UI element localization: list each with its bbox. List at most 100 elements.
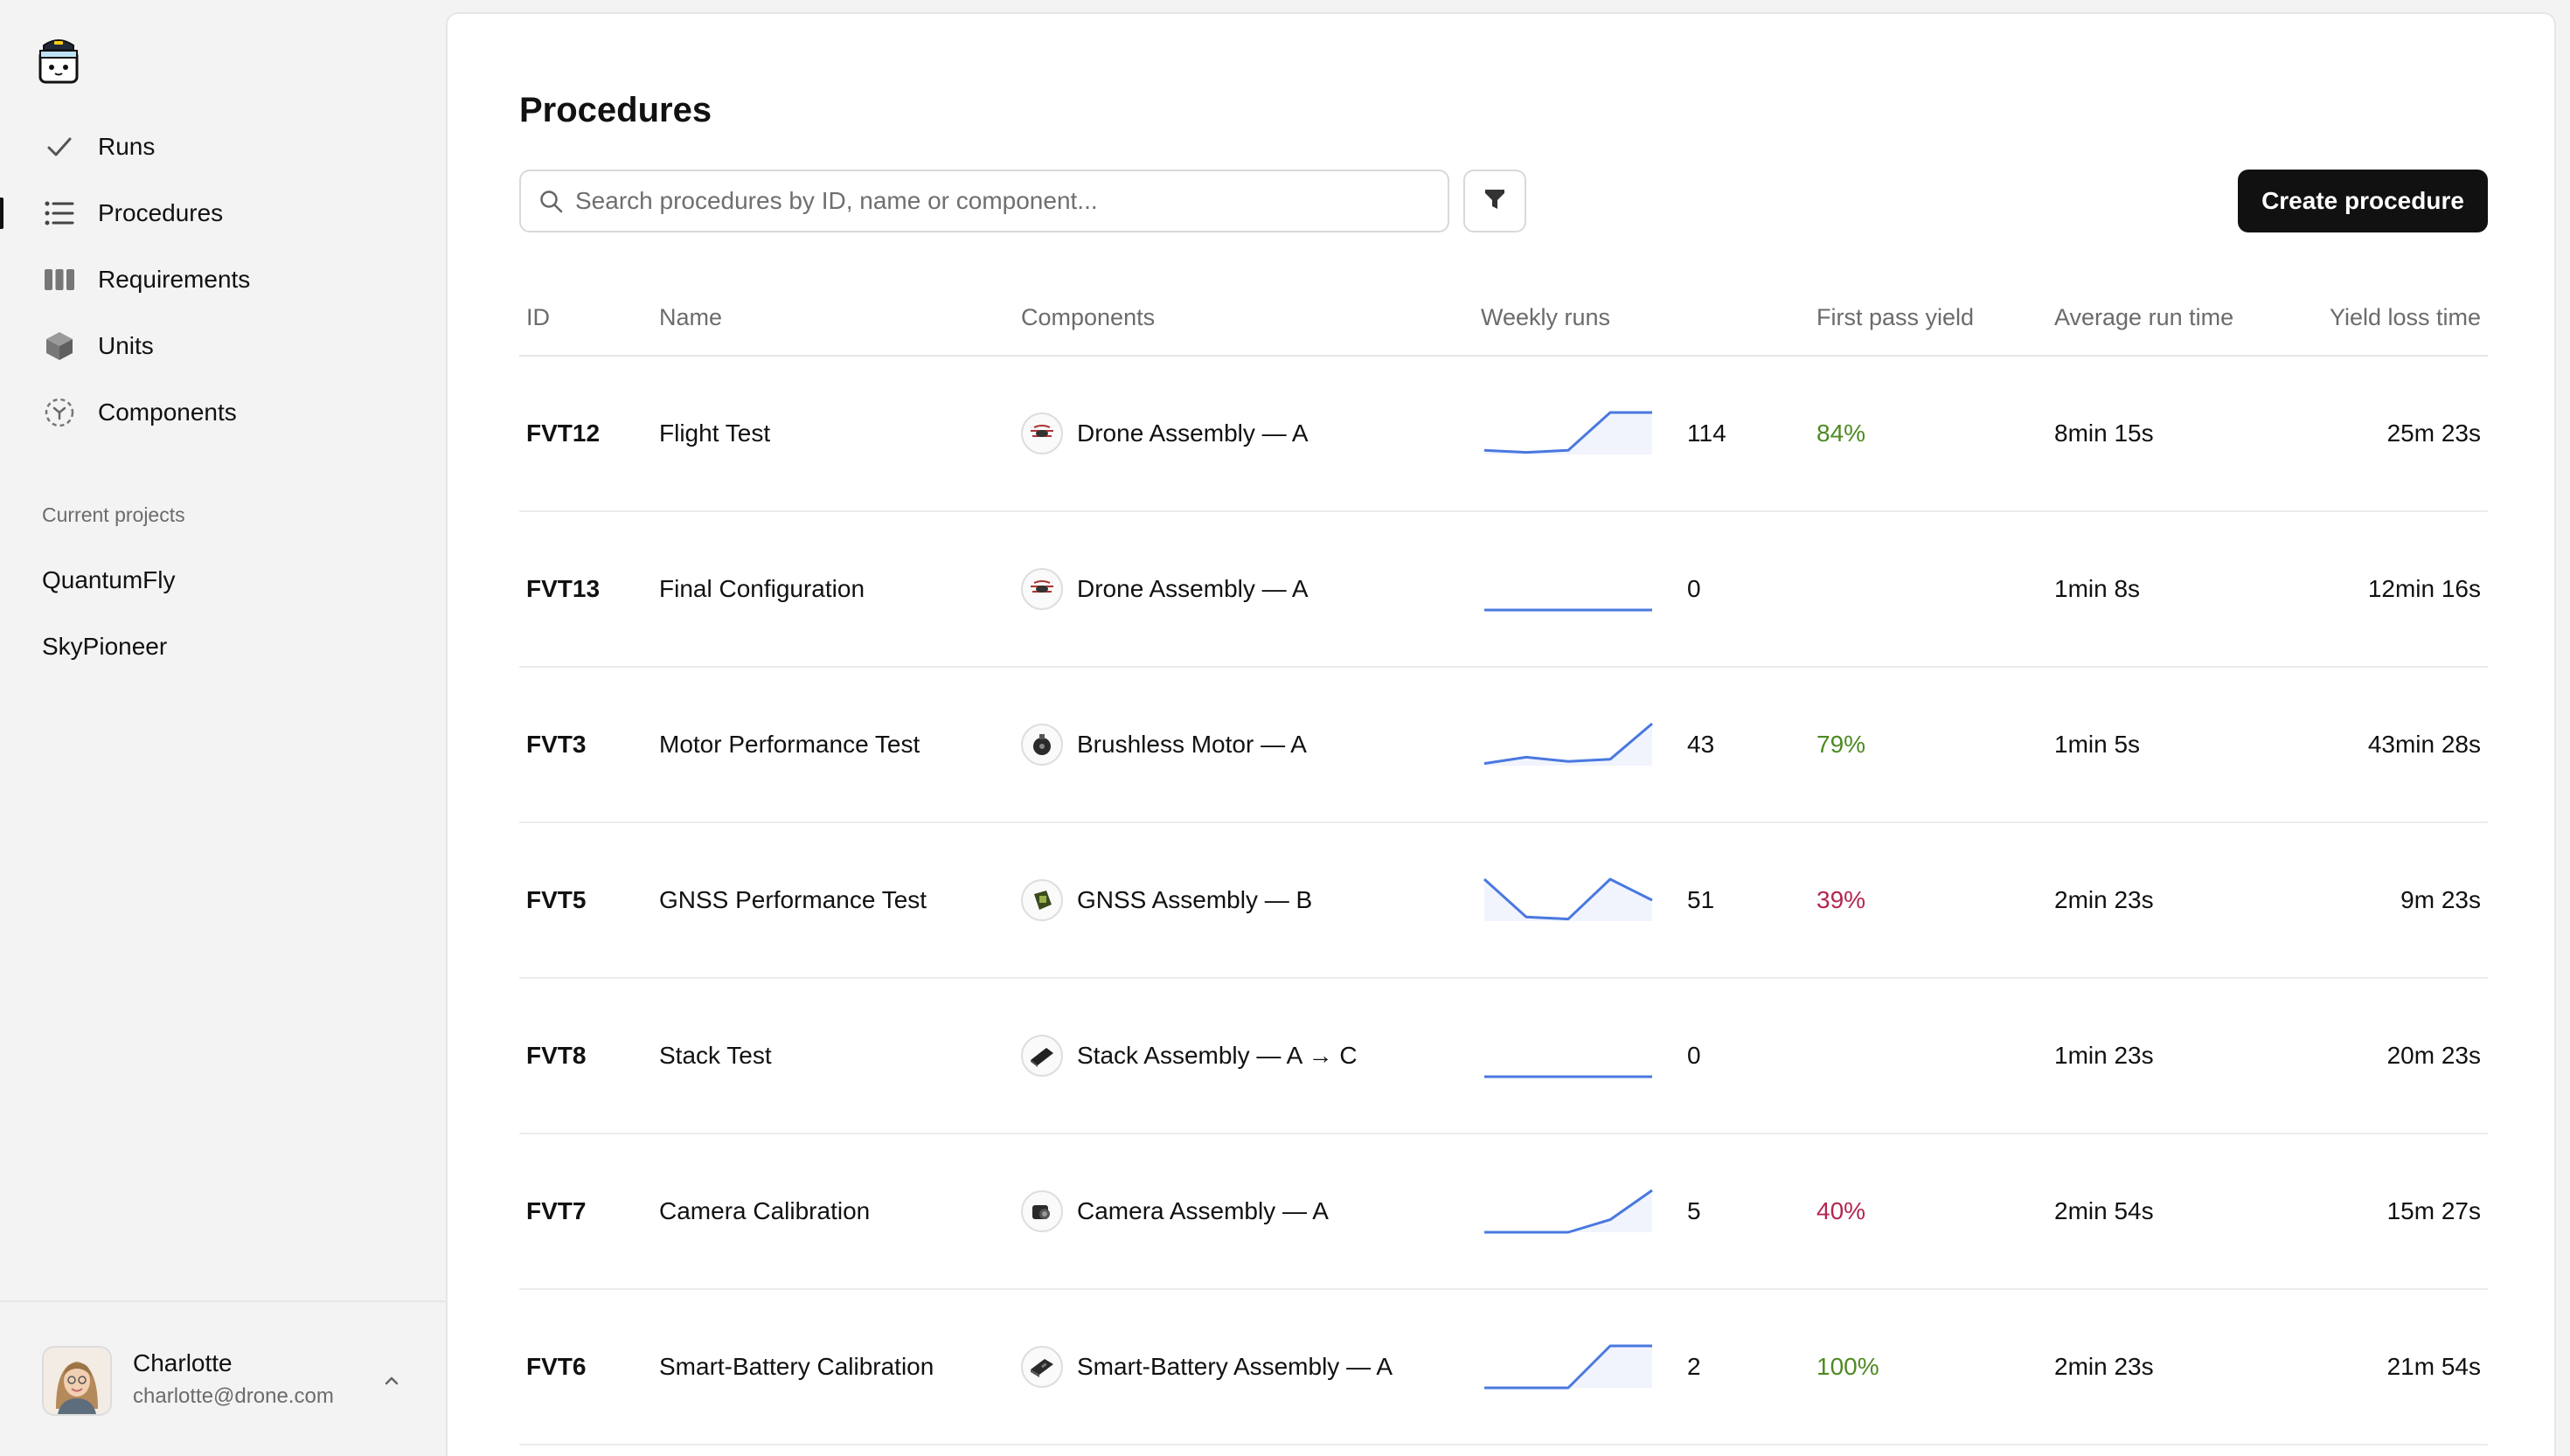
project-item-skypioneer[interactable]: SkyPioneer: [42, 633, 168, 660]
yield-loss-time: 20m 23s: [2386, 1042, 2481, 1069]
procedure-name: Motor Performance Test: [659, 731, 920, 758]
cube-icon: [42, 329, 77, 364]
nav-item-procedures[interactable]: Procedures: [0, 180, 446, 246]
column-header-weekly-runs[interactable]: Weekly runs: [1481, 304, 1611, 330]
search-input[interactable]: [575, 171, 1432, 231]
weekly-runs-count: 0: [1687, 1042, 1701, 1069]
nav-item-requirements[interactable]: Requirements: [0, 246, 446, 313]
component-icon: [42, 395, 77, 430]
procedure-name: Camera Calibration: [659, 1197, 871, 1224]
user-email: charlotte@drone.com: [133, 1384, 334, 1408]
camera-icon: [1021, 1190, 1063, 1232]
component-cell[interactable]: Smart-Battery Assembly — A: [1021, 1290, 1393, 1444]
sparkline-line: [1483, 411, 1652, 454]
procedure-id: FVT13: [526, 575, 601, 602]
sparkline-area: [1484, 1190, 1652, 1232]
component-name: Drone Assembly — A: [1077, 419, 1309, 447]
weekly-runs-sparkline: [1481, 357, 1656, 510]
list-icon: [42, 196, 77, 231]
yield-loss-time: 9m 23s: [2400, 886, 2481, 913]
nav-item-units[interactable]: Units: [0, 313, 446, 379]
table-header: ID Name Components Weekly runs First pas…: [519, 287, 2488, 357]
yield-loss-time: 21m 54s: [2386, 1353, 2481, 1380]
sparkline-area: [1484, 879, 1652, 921]
weekly-runs-sparkline: [1481, 1134, 1656, 1288]
robot-logo-icon[interactable]: [35, 33, 82, 86]
first-pass-yield: 39%: [1816, 886, 1866, 913]
table-row[interactable]: FVT13 Final Configuration Drone Assembly…: [519, 512, 2488, 668]
average-run-time: 2min 54s: [2054, 1197, 2154, 1224]
component-cell[interactable]: GNSS Assembly — B: [1021, 823, 1312, 977]
weekly-runs-sparkline: [1481, 668, 1656, 822]
column-header-average-run-time[interactable]: Average run time: [2054, 304, 2234, 330]
nav-label-units: Units: [98, 332, 154, 359]
first-pass-yield: 100%: [1816, 1353, 1879, 1380]
nav-item-runs[interactable]: Runs: [0, 114, 446, 180]
procedure-id: FVT5: [526, 886, 587, 913]
average-run-time: 2min 23s: [2054, 1353, 2154, 1380]
component-name: Stack Assembly — A → C: [1077, 1042, 1358, 1069]
check-icon: [42, 129, 77, 164]
nav-item-components[interactable]: Components: [0, 379, 446, 446]
procedure-id: FVT12: [526, 419, 601, 447]
procedure-name: Smart-Battery Calibration: [659, 1353, 934, 1380]
procedure-id: FVT3: [526, 731, 587, 758]
table-row[interactable]: FVT8 Stack Test Stack Assembly — A → C 0…: [519, 979, 2488, 1134]
drone-icon: [1021, 413, 1063, 454]
component-cell[interactable]: Drone Assembly — A: [1021, 512, 1309, 666]
column-header-yield-loss-time[interactable]: Yield loss time: [2329, 304, 2481, 330]
table-row[interactable]: FVT3 Motor Performance Test Brushless Mo…: [519, 668, 2488, 823]
filter-icon: [1483, 187, 1506, 216]
weekly-runs-sparkline: [1481, 823, 1656, 977]
filter-button[interactable]: [1463, 170, 1526, 232]
component-cell[interactable]: Brushless Motor — A: [1021, 668, 1307, 822]
procedures-table: ID Name Components Weekly runs First pas…: [519, 287, 2488, 1446]
component-name: Drone Assembly — A: [1077, 575, 1309, 602]
table-row[interactable]: FVT6 Smart-Battery Calibration Smart-Bat…: [519, 1290, 2488, 1446]
first-pass-yield: 84%: [1816, 419, 1866, 447]
column-header-id[interactable]: ID: [526, 304, 550, 330]
average-run-time: 1min 23s: [2054, 1042, 2154, 1069]
component-name: Brushless Motor — A: [1077, 731, 1307, 758]
current-projects-title: Current projects: [42, 503, 185, 526]
table-row[interactable]: FVT5 GNSS Performance Test GNSS Assembly…: [519, 823, 2488, 979]
column-header-first-pass-yield[interactable]: First pass yield: [1816, 304, 1975, 330]
project-list: QuantumFly SkyPioneer: [0, 547, 446, 680]
search-box[interactable]: [519, 170, 1449, 232]
yield-loss-time: 15m 27s: [2386, 1197, 2481, 1224]
procedure-id: FVT7: [526, 1197, 587, 1224]
main-nav: Runs Procedures Requirements Units: [0, 114, 446, 446]
yield-loss-time: 12min 16s: [2367, 575, 2481, 602]
component-cell[interactable]: Drone Assembly — A: [1021, 357, 1309, 510]
component-name: Camera Assembly — A: [1077, 1197, 1329, 1224]
sparkline-line: [1483, 722, 1653, 766]
column-header-components[interactable]: Components: [1021, 304, 1156, 330]
drone-icon: [1021, 568, 1063, 610]
sparkline-area: [1484, 1346, 1652, 1388]
procedure-id: FVT6: [526, 1353, 587, 1380]
nav-label-requirements: Requirements: [98, 266, 251, 293]
sparkline-line: [1484, 1189, 1653, 1234]
gnss-icon: [1021, 879, 1063, 921]
project-item-quantumfly[interactable]: QuantumFly: [42, 566, 176, 593]
table-row[interactable]: FVT7 Camera Calibration Camera Assembly …: [519, 1134, 2488, 1290]
sparkline-line: [1483, 877, 1653, 921]
chevron-up-icon[interactable]: [379, 1369, 404, 1393]
weekly-runs-count: 5: [1687, 1197, 1701, 1224]
average-run-time: 1min 5s: [2054, 731, 2141, 758]
component-name: GNSS Assembly — B: [1077, 886, 1313, 913]
procedure-name: GNSS Performance Test: [659, 886, 927, 913]
first-pass-yield: 79%: [1816, 731, 1866, 758]
column-header-name[interactable]: Name: [659, 304, 723, 330]
weekly-runs-sparkline: [1481, 979, 1656, 1133]
yield-loss-time: 25m 23s: [2386, 419, 2481, 447]
component-cell[interactable]: Camera Assembly — A: [1021, 1134, 1329, 1288]
sidebar: Runs Procedures Requirements Units: [0, 0, 446, 1456]
component-cell[interactable]: Stack Assembly — A → C: [1021, 979, 1358, 1133]
weekly-runs-sparkline: [1481, 512, 1656, 666]
create-procedure-button[interactable]: Create procedure: [2238, 170, 2488, 232]
table-row[interactable]: FVT12 Flight Test Drone Assembly — A 114…: [519, 357, 2488, 512]
procedure-name: Flight Test: [659, 419, 771, 447]
user-menu[interactable]: Charlotte charlotte@drone.com: [0, 1300, 446, 1456]
weekly-runs-count: 2: [1687, 1353, 1701, 1380]
